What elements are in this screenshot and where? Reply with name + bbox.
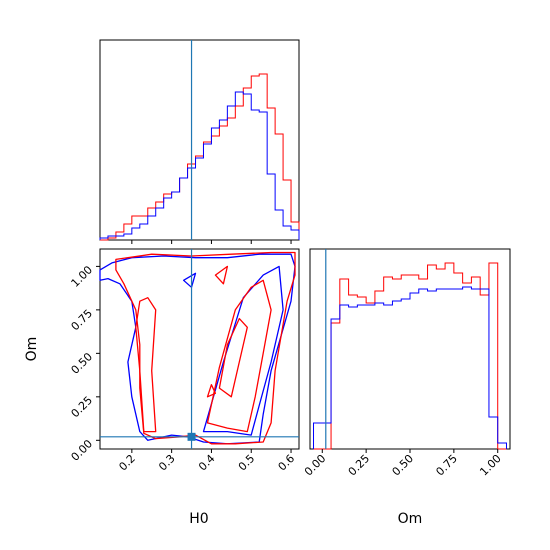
contour-line-6 (182, 272, 197, 288)
x-axis-label: H0 (189, 511, 208, 527)
contour-line-3 (202, 265, 284, 436)
contour-panel-H0-Om: 0.2 0.3 0.4 0.5 0.60.000.250.500.751.00 H0 O… (24, 248, 300, 527)
contour-line-2 (135, 297, 157, 433)
contour-line-5 (218, 317, 248, 398)
histogram-panel-Om: 0.00 0.25 0.50 0.75 1.00 Om (302, 248, 511, 527)
contour-line-7 (214, 265, 229, 285)
histogram-series-1 (313, 286, 507, 449)
y-axis-label: Om (24, 337, 40, 362)
x-axis-label: Om (398, 511, 423, 527)
histogram-series-0 (313, 262, 507, 450)
contour-lines (99, 251, 296, 445)
histogram-steps (99, 73, 300, 241)
axes-frame (99, 248, 300, 450)
histogram-steps (313, 262, 507, 450)
x-ticks (131, 240, 292, 244)
contour-line-8 (206, 384, 217, 398)
contour-line-4 (206, 279, 272, 433)
contour-line-1 (115, 251, 296, 445)
axes-frame (99, 39, 300, 241)
truth-lines (100, 249, 299, 449)
histogram-panel-H0 (99, 39, 300, 244)
truth-marker (187, 432, 196, 441)
histogram-series-1 (99, 91, 300, 240)
